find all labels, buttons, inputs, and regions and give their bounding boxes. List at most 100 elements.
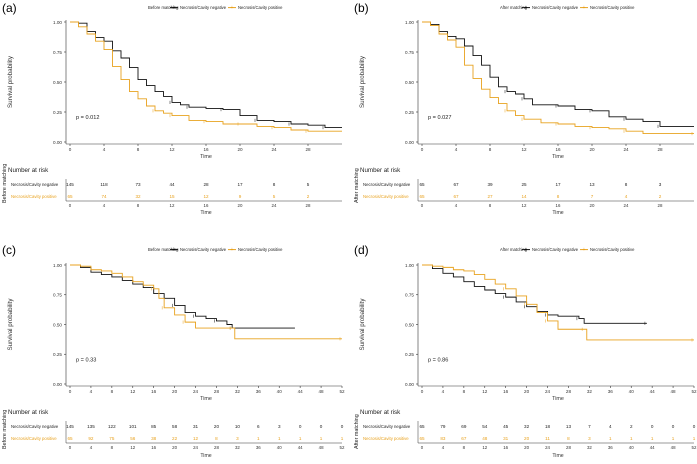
x-tick-label: 20 (172, 389, 178, 394)
risk-cell: 9 (239, 194, 242, 199)
risk-x-tick-label: 28 (214, 445, 219, 450)
risk-row-label-positive: Necrosis/Cavity positive (363, 436, 409, 441)
risk-x-tick-label: 16 (556, 203, 561, 208)
y-tick-label: 1.00 (405, 263, 414, 268)
risk-x-tick-label: 12 (130, 445, 135, 450)
legend: Before matching+ Necrosis/Cavity negative… (148, 5, 283, 11)
risk-cell: 18 (545, 424, 551, 429)
risk-cell: 1 (257, 436, 260, 441)
x-tick-label: 12 (169, 147, 175, 152)
km-panel-2: (b) After matching+ Necrosis/Cavity negati… (354, 1, 694, 216)
risk-cell: 145 (66, 182, 74, 187)
x-tick-label: 8 (111, 389, 114, 394)
risk-row-label-positive: Necrosis/Cavity positive (363, 194, 409, 199)
y-tick-label: 0.00 (53, 382, 62, 387)
legend-title: Before matching (148, 247, 179, 252)
risk-cell: 65 (419, 424, 425, 429)
risk-cell: 13 (589, 182, 595, 187)
risk-cell: 74 (101, 194, 107, 199)
risk-row-label-positive: Necrosis/Cavity positive (11, 194, 57, 199)
risk-x-tick-label: 44 (298, 445, 303, 450)
legend-label-positive: Necrosis/Cavity positive (590, 247, 635, 252)
x-tick-label: 28 (566, 389, 572, 394)
x-tick-label: 20 (237, 147, 243, 152)
risk-row-label-negative: Necrosis/Cavity negative (11, 424, 59, 429)
risk-cell: 65 (67, 194, 73, 199)
risk-x-axis-label: Time (200, 210, 211, 216)
risk-x-tick-label: 16 (204, 203, 209, 208)
legend-label-positive: Necrosis/Cavity positive (238, 247, 283, 252)
risk-cell: 0 (693, 424, 696, 429)
risk-x-tick-label: 20 (590, 203, 595, 208)
risk-cell: 85 (151, 424, 157, 429)
legend: Before matching+ Necrosis/Cavity negative… (148, 247, 283, 253)
risk-cell: 45 (503, 424, 509, 429)
risk-cell: 1 (651, 436, 654, 441)
risk-x-tick-label: 16 (151, 445, 156, 450)
x-tick-label: 12 (482, 389, 488, 394)
panel-label: (c) (2, 243, 16, 257)
risk-cell: 44 (169, 182, 175, 187)
risk-x-tick-label: 8 (463, 445, 466, 450)
risk-cell: 8 (557, 194, 560, 199)
x-tick-label: 48 (671, 389, 677, 394)
risk-cell: 8 (273, 182, 276, 187)
risk-x-tick-label: 12 (482, 445, 487, 450)
risk-cell: 32 (524, 424, 530, 429)
risk-cell: 25 (521, 182, 527, 187)
risk-x-tick-label: 40 (277, 445, 282, 450)
risk-cell: 1 (278, 436, 281, 441)
y-tick-label: 0.75 (405, 293, 414, 298)
risk-cell: 101 (129, 424, 137, 429)
legend-marker-negative: + (525, 5, 528, 11)
risk-cell: 73 (135, 182, 141, 187)
risk-cell: 4 (625, 194, 628, 199)
km-curve-negative (70, 21, 342, 129)
risk-cell: 56 (130, 436, 136, 441)
risk-cell: 20 (524, 436, 530, 441)
risk-table-heading: Number at risk (360, 167, 401, 174)
y-tick-label: 0.75 (405, 50, 414, 55)
legend-marker-positive: + (231, 247, 234, 253)
risk-x-tick-label: 4 (442, 445, 445, 450)
risk-cell: 17 (555, 182, 561, 187)
y-tick-label: 0.50 (53, 322, 62, 327)
risk-cell: 3 (588, 436, 591, 441)
risk-x-tick-label: 36 (608, 445, 613, 450)
risk-x-tick-label: 44 (650, 445, 655, 450)
p-value: p = 0.86 (428, 357, 448, 363)
risk-cell: 13 (566, 424, 572, 429)
y-tick-label: 0.00 (405, 140, 414, 145)
risk-cell: 6 (257, 424, 260, 429)
x-tick-label: 20 (524, 389, 530, 394)
risk-cell: 0 (672, 424, 675, 429)
risk-x-tick-label: 20 (524, 445, 529, 450)
risk-cell: 1 (693, 436, 696, 441)
panel-label: (a) (2, 1, 17, 15)
y-tick-label: 0.25 (53, 110, 62, 115)
risk-cell: 32 (135, 194, 141, 199)
risk-x-tick-label: 24 (545, 445, 550, 450)
risk-cell: 48 (482, 436, 488, 441)
risk-x-tick-label: 20 (172, 445, 177, 450)
risk-cell: 0 (651, 424, 654, 429)
risk-cell: 8 (625, 182, 628, 187)
risk-cell: 92 (88, 436, 94, 441)
x-tick-label: 0 (421, 389, 424, 394)
risk-x-tick-label: 16 (503, 445, 508, 450)
risk-cell: 14 (521, 194, 527, 199)
risk-x-tick-label: 8 (137, 203, 140, 208)
risk-x-tick-label: 8 (489, 203, 492, 208)
x-tick-label: 8 (463, 389, 466, 394)
risk-x-tick-label: 12 (170, 203, 175, 208)
y-tick-label: 0.50 (53, 80, 62, 85)
risk-cell: 7 (591, 194, 594, 199)
y-axis-label: Survival probability (359, 298, 366, 351)
risk-cell: 1 (341, 436, 344, 441)
legend-marker-negative: + (173, 5, 176, 11)
y-tick-label: 0.25 (53, 352, 62, 357)
risk-x-tick-label: 24 (272, 203, 277, 208)
risk-table-heading: Number at risk (8, 409, 49, 416)
